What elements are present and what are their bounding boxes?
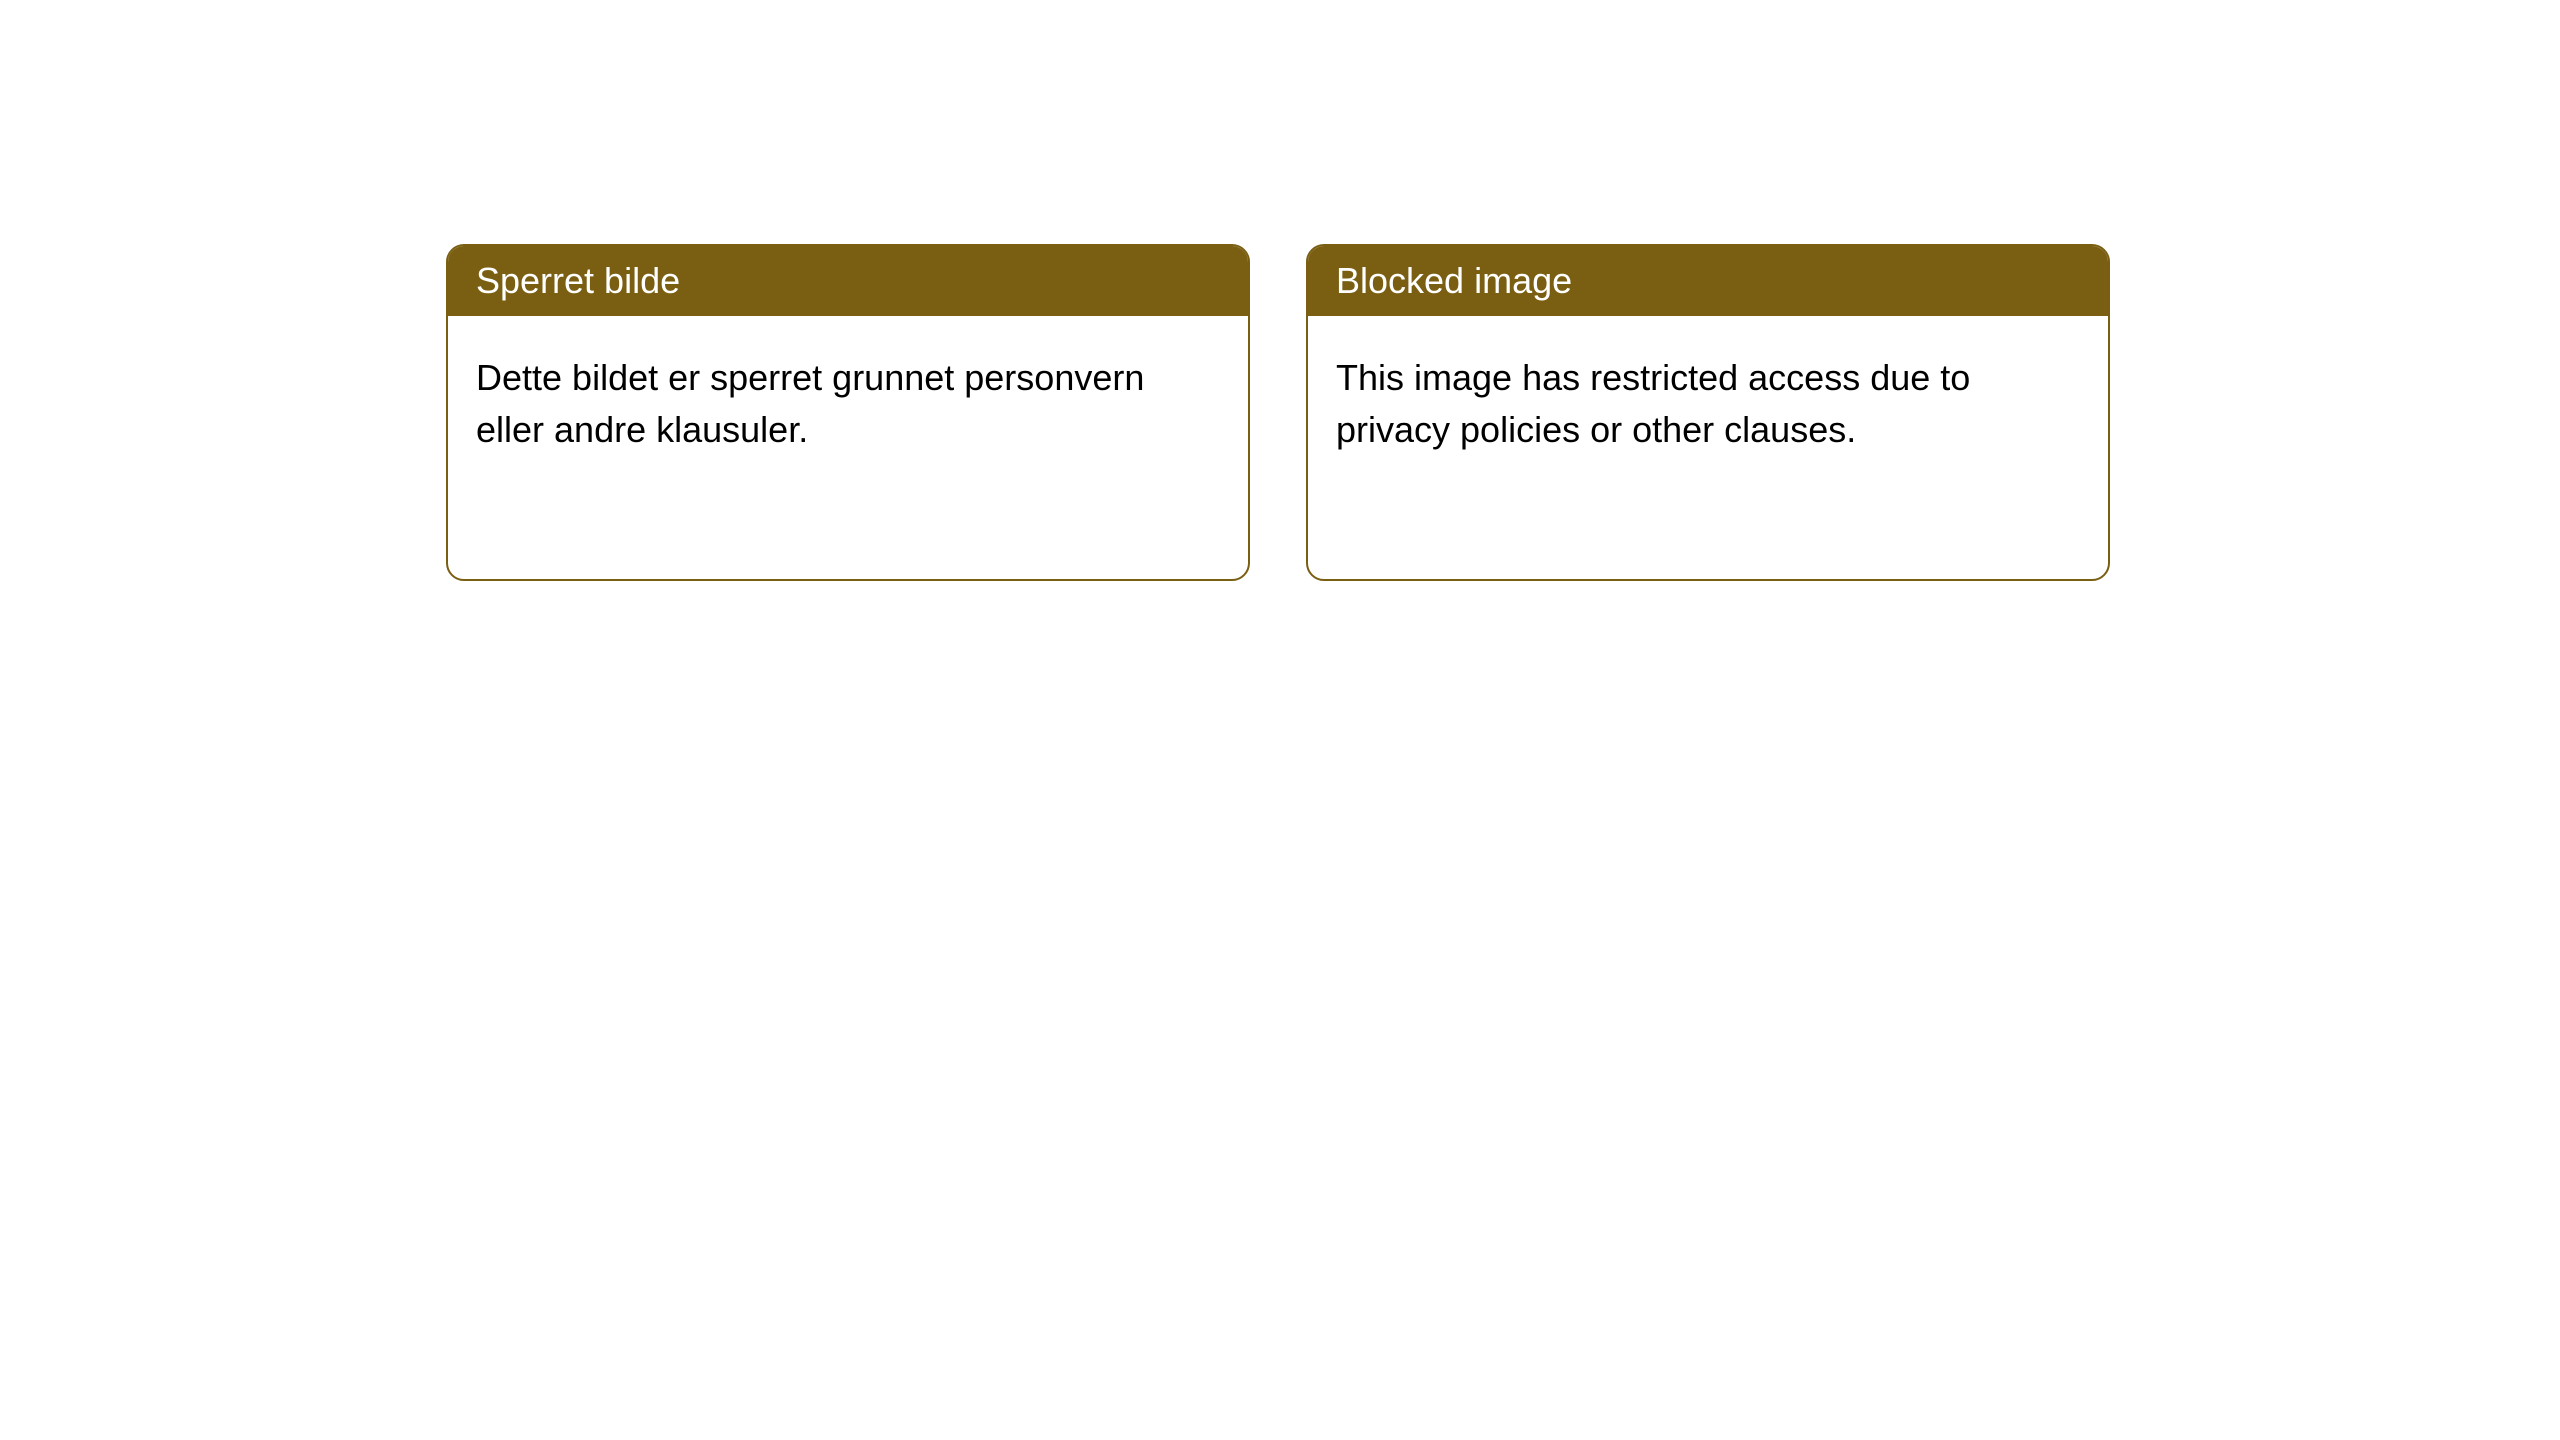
notice-card-norwegian: Sperret bilde Dette bildet er sperret gr… bbox=[446, 244, 1250, 581]
notice-container: Sperret bilde Dette bildet er sperret gr… bbox=[446, 244, 2110, 581]
card-header: Sperret bilde bbox=[448, 246, 1248, 316]
card-header: Blocked image bbox=[1308, 246, 2108, 316]
card-title: Blocked image bbox=[1336, 260, 1572, 301]
card-body: This image has restricted access due to … bbox=[1308, 316, 2108, 492]
card-body-text: This image has restricted access due to … bbox=[1336, 357, 1970, 450]
card-body: Dette bildet er sperret grunnet personve… bbox=[448, 316, 1248, 492]
card-body-text: Dette bildet er sperret grunnet personve… bbox=[476, 357, 1144, 450]
card-title: Sperret bilde bbox=[476, 260, 680, 301]
notice-card-english: Blocked image This image has restricted … bbox=[1306, 244, 2110, 581]
